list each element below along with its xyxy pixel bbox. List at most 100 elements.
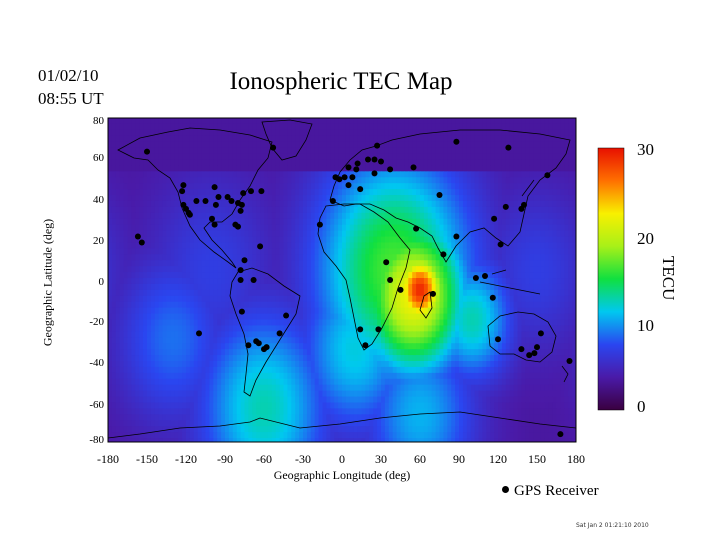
tec-cell bbox=[373, 177, 378, 184]
tec-cell bbox=[182, 325, 187, 332]
tec-cell bbox=[236, 195, 242, 202]
tec-cell bbox=[150, 289, 156, 297]
tec-cell bbox=[439, 355, 444, 362]
tec-cell bbox=[513, 325, 519, 332]
tec-cell bbox=[135, 212, 140, 220]
tec-cell bbox=[154, 295, 160, 303]
tec-cell bbox=[381, 313, 386, 321]
tec-cell bbox=[447, 307, 452, 315]
tec-cell bbox=[147, 260, 152, 267]
tec-cell bbox=[248, 224, 253, 232]
tec-cell bbox=[127, 141, 132, 149]
tec-cell bbox=[186, 159, 191, 167]
tec-cell bbox=[568, 206, 573, 214]
tec-cell bbox=[384, 212, 390, 220]
tec-cell bbox=[127, 283, 132, 291]
tec-cell bbox=[494, 248, 499, 255]
tec-cell bbox=[318, 254, 324, 261]
tec-cell bbox=[556, 147, 561, 155]
tec-cell bbox=[310, 206, 316, 214]
tec-cell bbox=[260, 254, 265, 261]
tec-cell bbox=[135, 118, 140, 125]
tec-cell bbox=[548, 183, 554, 190]
tec-cell bbox=[509, 118, 515, 125]
tec-cell bbox=[361, 118, 366, 125]
tec-cell bbox=[326, 129, 331, 137]
tec-cell bbox=[299, 283, 304, 291]
tec-cell bbox=[509, 355, 515, 362]
tec-cell bbox=[174, 159, 179, 167]
tec-cell bbox=[158, 171, 164, 178]
tec-cell bbox=[572, 236, 576, 244]
tec-cell bbox=[396, 331, 402, 338]
tec-cell bbox=[396, 272, 402, 279]
tec-cell bbox=[462, 295, 468, 303]
tec-cell bbox=[166, 147, 171, 155]
tec-cell bbox=[404, 129, 409, 137]
tec-cell bbox=[365, 260, 370, 267]
tec-cell bbox=[111, 325, 117, 332]
y-tick-label: 60 bbox=[93, 152, 104, 164]
tec-cell bbox=[447, 242, 452, 249]
tec-cell bbox=[435, 118, 441, 125]
tec-cell bbox=[111, 266, 117, 273]
tec-cell bbox=[150, 319, 156, 327]
tec-cell bbox=[143, 313, 148, 321]
tec-cell bbox=[338, 129, 343, 137]
tec-cell bbox=[299, 159, 304, 167]
tec-cell bbox=[361, 212, 366, 220]
tec-cell bbox=[330, 141, 335, 149]
tec-cell bbox=[455, 189, 460, 196]
tec-cell bbox=[178, 248, 183, 255]
tec-cell bbox=[275, 325, 281, 332]
tec-cell bbox=[306, 141, 312, 149]
tec-cell bbox=[143, 355, 148, 362]
tec-cell bbox=[334, 189, 339, 196]
tec-cell bbox=[357, 242, 363, 249]
tec-cell bbox=[267, 212, 273, 220]
tec-cell bbox=[388, 331, 394, 338]
tec-cell bbox=[505, 313, 511, 321]
tec-cell bbox=[197, 230, 203, 238]
tec-cell bbox=[131, 135, 136, 143]
tec-cell bbox=[533, 118, 538, 125]
tec-cell bbox=[209, 349, 214, 356]
tec-cell bbox=[537, 171, 542, 178]
tec-cell bbox=[439, 349, 444, 356]
tec-cell bbox=[373, 129, 378, 137]
tec-cell bbox=[228, 189, 234, 196]
tec-cell bbox=[439, 236, 444, 244]
tec-cell bbox=[505, 272, 511, 279]
tec-cell bbox=[166, 189, 171, 196]
tec-cell bbox=[416, 177, 421, 184]
tec-cell bbox=[459, 189, 464, 196]
tec-cell bbox=[392, 242, 398, 249]
tec-cell bbox=[521, 183, 526, 190]
tec-cell bbox=[295, 218, 300, 226]
tec-cell bbox=[291, 349, 296, 356]
tec-cell bbox=[384, 147, 390, 155]
tec-cell bbox=[264, 355, 269, 362]
tec-cell bbox=[377, 123, 382, 131]
tec-cell bbox=[291, 343, 296, 350]
tec-cell bbox=[314, 147, 320, 155]
tec-cell bbox=[123, 295, 129, 303]
tec-cell bbox=[322, 118, 327, 125]
tec-cell bbox=[283, 183, 288, 190]
tec-cell bbox=[478, 189, 483, 196]
tec-cell bbox=[127, 159, 132, 167]
tec-cell bbox=[275, 212, 281, 220]
tec-cell bbox=[295, 343, 300, 350]
tec-cell bbox=[349, 313, 355, 321]
tec-cell bbox=[306, 331, 312, 338]
tec-cell bbox=[420, 230, 425, 238]
tec-cell bbox=[283, 224, 288, 232]
tec-cell bbox=[498, 141, 503, 149]
tec-cell bbox=[365, 224, 370, 232]
tec-cell bbox=[108, 272, 113, 279]
tec-cell bbox=[443, 129, 448, 137]
tec-cell bbox=[423, 289, 429, 297]
tec-cell bbox=[490, 355, 495, 362]
tec-cell bbox=[404, 236, 409, 244]
tec-cell bbox=[552, 224, 558, 232]
